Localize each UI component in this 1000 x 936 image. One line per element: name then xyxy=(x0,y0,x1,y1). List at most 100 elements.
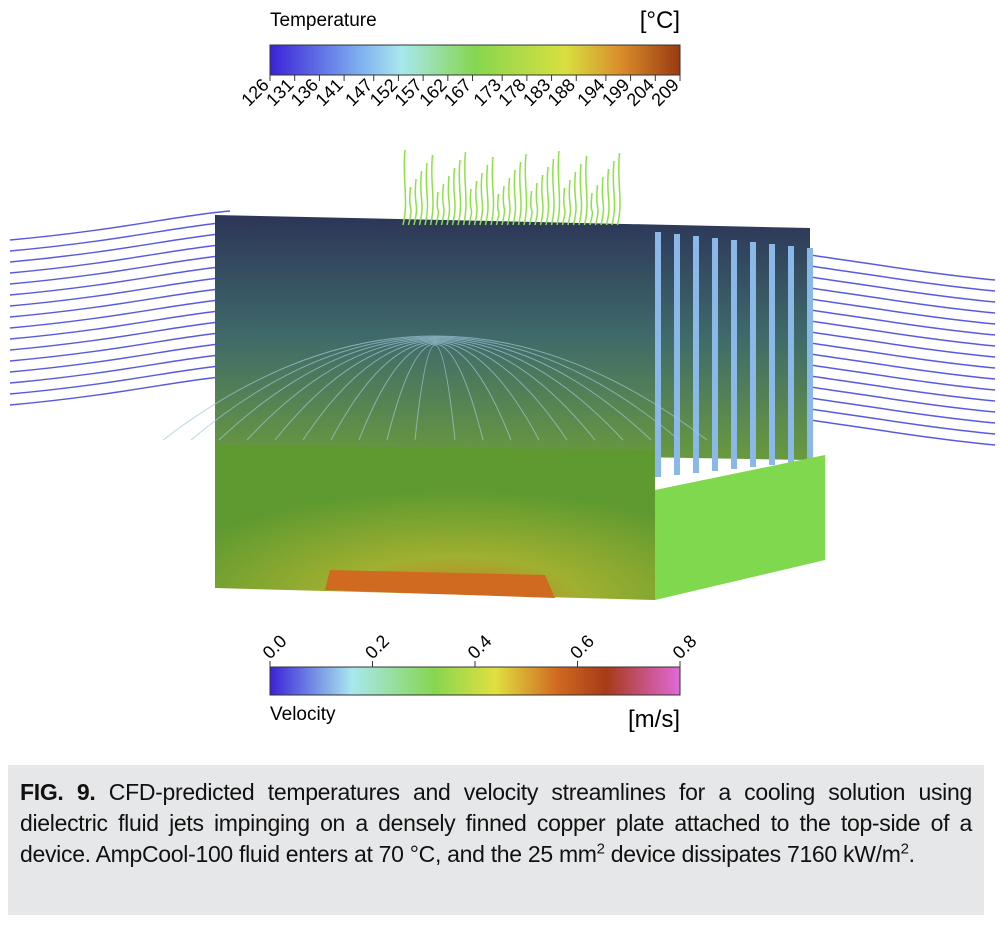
jet-streamline xyxy=(424,162,429,226)
figure: Temperature [°C] Velocity [m/s] 12613113… xyxy=(9,7,996,733)
isotherm xyxy=(330,341,540,441)
streamline xyxy=(809,331,996,358)
streamline xyxy=(9,243,231,274)
isotherm xyxy=(386,343,484,441)
jet-streamline xyxy=(534,182,539,226)
streamline xyxy=(809,298,996,325)
jet-streamline xyxy=(517,161,522,226)
streamline xyxy=(9,364,231,395)
jet-streamline xyxy=(611,160,616,226)
streamline xyxy=(9,287,231,318)
jet-streamline xyxy=(528,190,533,226)
streamline xyxy=(9,342,231,373)
streamline xyxy=(9,331,231,362)
jet-streamline xyxy=(578,163,583,226)
colorbar-title: Velocity xyxy=(270,704,336,725)
jet-streamline xyxy=(462,151,467,226)
streamline xyxy=(809,342,996,369)
jet-streamline xyxy=(457,159,462,226)
velocity-colorbar xyxy=(269,666,681,696)
jet-streamline xyxy=(572,171,577,226)
jet-streamline xyxy=(440,183,445,226)
jet-streamline xyxy=(418,170,423,226)
streamline xyxy=(809,386,996,413)
jet-streamline xyxy=(490,156,495,226)
jet-streamline xyxy=(600,176,605,226)
streamline xyxy=(9,254,231,285)
isotherm xyxy=(274,339,596,441)
tick-label: 0.6 xyxy=(566,631,598,663)
streamline xyxy=(809,397,996,424)
tick-label: 0.4 xyxy=(464,631,496,663)
streamline xyxy=(809,320,996,347)
fin xyxy=(731,240,737,469)
caption-text: device dissipates 7160 kW/m xyxy=(604,841,901,867)
fin xyxy=(750,242,756,467)
jet-streamline xyxy=(561,187,566,226)
base-plate-side xyxy=(655,455,825,600)
jet-streamline xyxy=(484,164,489,226)
fin xyxy=(693,236,699,473)
streamlines xyxy=(9,210,996,446)
streamlines xyxy=(162,149,708,441)
streamline xyxy=(9,265,231,296)
streamline xyxy=(809,287,996,314)
fin xyxy=(807,248,813,461)
jet-streamline xyxy=(616,152,621,226)
streamline xyxy=(809,309,996,336)
streamline xyxy=(809,419,996,446)
superscript: 2 xyxy=(596,840,605,858)
jet-streamline xyxy=(539,174,544,226)
jet-streamline xyxy=(468,188,473,226)
jet-streamline xyxy=(545,166,550,226)
streamline xyxy=(9,320,231,351)
fin xyxy=(655,232,661,477)
jet-streamline xyxy=(402,149,407,226)
streamline xyxy=(809,408,996,435)
colorbar-title: Temperature xyxy=(270,10,377,31)
isotherm xyxy=(190,336,680,441)
base-plate-front xyxy=(215,445,655,600)
superscript: 2 xyxy=(900,840,909,858)
streamline xyxy=(809,353,996,380)
caption-text: . xyxy=(908,841,915,867)
jet-streamline xyxy=(413,178,418,226)
streamline xyxy=(9,221,231,252)
streamline xyxy=(9,232,231,263)
jet-streamline xyxy=(605,168,610,226)
jet-streamline xyxy=(473,180,478,226)
isotherm xyxy=(302,340,568,441)
streamline xyxy=(9,210,231,241)
fin xyxy=(712,238,718,471)
tick-label: 0.0 xyxy=(259,631,291,663)
caption: FIG. 9. CFD-predicted temperatures and v… xyxy=(8,765,984,915)
jet-streamline xyxy=(407,186,412,226)
isotherm xyxy=(246,338,624,441)
figure-label: FIG. 9. xyxy=(20,779,96,805)
isotherm xyxy=(414,344,456,441)
streamline xyxy=(809,276,996,303)
streamline xyxy=(809,364,996,391)
fin xyxy=(788,246,794,463)
colorbar-unit: [°C] xyxy=(640,7,680,34)
caption-text: CFD-predicted temperatures and velocity … xyxy=(20,779,972,867)
jet-streamline xyxy=(523,153,528,226)
tick-label: 188 xyxy=(544,75,579,110)
tick-label: 167 xyxy=(440,75,475,110)
jet-streamline xyxy=(435,191,440,226)
streamline xyxy=(9,353,231,384)
fin xyxy=(674,234,680,475)
streamline xyxy=(9,276,231,307)
tick-label: 0.8 xyxy=(669,631,701,663)
jet-streamline xyxy=(495,193,500,226)
heat-sink-fins xyxy=(215,215,810,460)
fin-edges xyxy=(655,232,813,477)
jet-streamline xyxy=(446,175,451,226)
jet-streamline xyxy=(501,185,506,226)
isotherm xyxy=(358,342,512,441)
jet-streamline xyxy=(594,184,599,226)
jet-streamline xyxy=(556,150,561,226)
colorbar-unit: [m/s] xyxy=(628,706,680,733)
jet-streamline xyxy=(451,167,456,226)
